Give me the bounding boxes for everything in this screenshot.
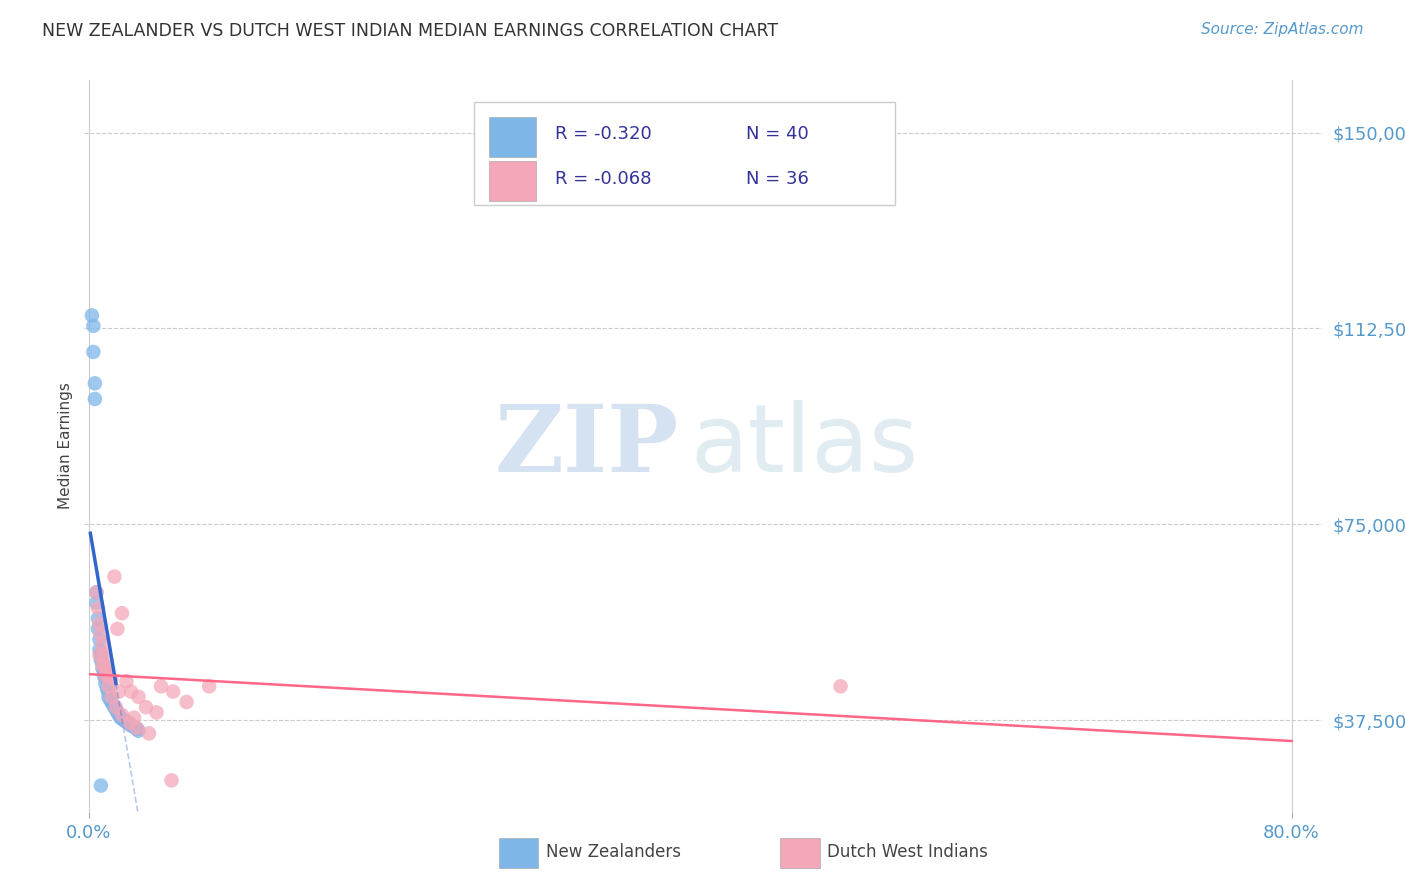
Point	[83, 392, 105, 406]
Point	[90, 648, 112, 662]
Point	[96, 664, 118, 678]
Point	[98, 692, 121, 706]
Point	[87, 622, 110, 636]
Point	[87, 601, 110, 615]
Point	[160, 773, 183, 788]
Point	[145, 706, 167, 720]
Point	[101, 698, 124, 712]
Point	[93, 664, 115, 678]
Bar	[489, 117, 536, 157]
Point	[127, 690, 149, 704]
Text: Source: ZipAtlas.com: Source: ZipAtlas.com	[1201, 22, 1364, 37]
Point	[90, 779, 112, 793]
Point	[103, 700, 125, 714]
Point	[125, 721, 148, 735]
Point	[96, 681, 118, 696]
Point	[115, 714, 138, 729]
Text: New Zealanders: New Zealanders	[546, 843, 681, 861]
Bar	[489, 161, 536, 201]
Point	[830, 679, 852, 693]
Point	[100, 695, 122, 709]
Point	[82, 345, 104, 359]
Text: N = 40: N = 40	[747, 125, 808, 143]
FancyBboxPatch shape	[474, 103, 894, 204]
Point	[112, 713, 135, 727]
Point	[90, 653, 112, 667]
Point	[108, 708, 131, 723]
Point	[176, 695, 198, 709]
Point	[114, 714, 136, 728]
Point	[111, 606, 134, 620]
Point	[107, 706, 129, 720]
Point	[97, 690, 120, 704]
Point	[89, 642, 111, 657]
Point	[122, 711, 145, 725]
Point	[104, 700, 127, 714]
Point	[122, 720, 145, 734]
Point	[93, 669, 115, 683]
Point	[138, 726, 160, 740]
Point	[135, 700, 157, 714]
Point	[87, 611, 110, 625]
Point	[94, 669, 117, 683]
Point	[110, 711, 132, 725]
Text: N = 36: N = 36	[747, 170, 810, 188]
Point	[97, 669, 120, 683]
Y-axis label: Median Earnings: Median Earnings	[58, 383, 73, 509]
Point	[120, 684, 142, 698]
Point	[86, 585, 108, 599]
Point	[104, 703, 127, 717]
Point	[108, 684, 131, 698]
Point	[127, 723, 149, 738]
Point	[97, 684, 120, 698]
Point	[93, 648, 115, 662]
Point	[111, 712, 134, 726]
Point	[111, 708, 134, 723]
Point	[94, 672, 117, 686]
Point	[91, 658, 114, 673]
Text: ZIP: ZIP	[494, 401, 678, 491]
Point	[89, 632, 111, 647]
Point	[80, 309, 103, 323]
Point	[120, 718, 142, 732]
Point	[91, 656, 114, 670]
Point	[103, 569, 125, 583]
Point	[86, 596, 108, 610]
Text: Dutch West Indians: Dutch West Indians	[827, 843, 987, 861]
Point	[162, 684, 184, 698]
Point	[86, 585, 108, 599]
Point	[100, 672, 122, 686]
Text: R = -0.068: R = -0.068	[554, 170, 651, 188]
Point	[89, 648, 111, 662]
Point	[94, 676, 117, 690]
Point	[82, 318, 104, 333]
Text: NEW ZEALANDER VS DUTCH WEST INDIAN MEDIAN EARNINGS CORRELATION CHART: NEW ZEALANDER VS DUTCH WEST INDIAN MEDIA…	[42, 22, 779, 40]
Point	[107, 622, 129, 636]
Text: R = -0.320: R = -0.320	[554, 125, 651, 143]
Point	[118, 715, 141, 730]
Point	[97, 679, 120, 693]
Point	[94, 658, 117, 673]
Point	[125, 722, 148, 736]
Point	[83, 376, 105, 391]
Point	[150, 679, 173, 693]
Point	[115, 674, 138, 689]
Point	[91, 661, 114, 675]
Point	[91, 638, 114, 652]
Point	[198, 679, 221, 693]
Point	[100, 690, 122, 704]
Text: atlas: atlas	[690, 400, 920, 492]
Point	[89, 616, 111, 631]
Point	[118, 717, 141, 731]
Point	[90, 627, 112, 641]
